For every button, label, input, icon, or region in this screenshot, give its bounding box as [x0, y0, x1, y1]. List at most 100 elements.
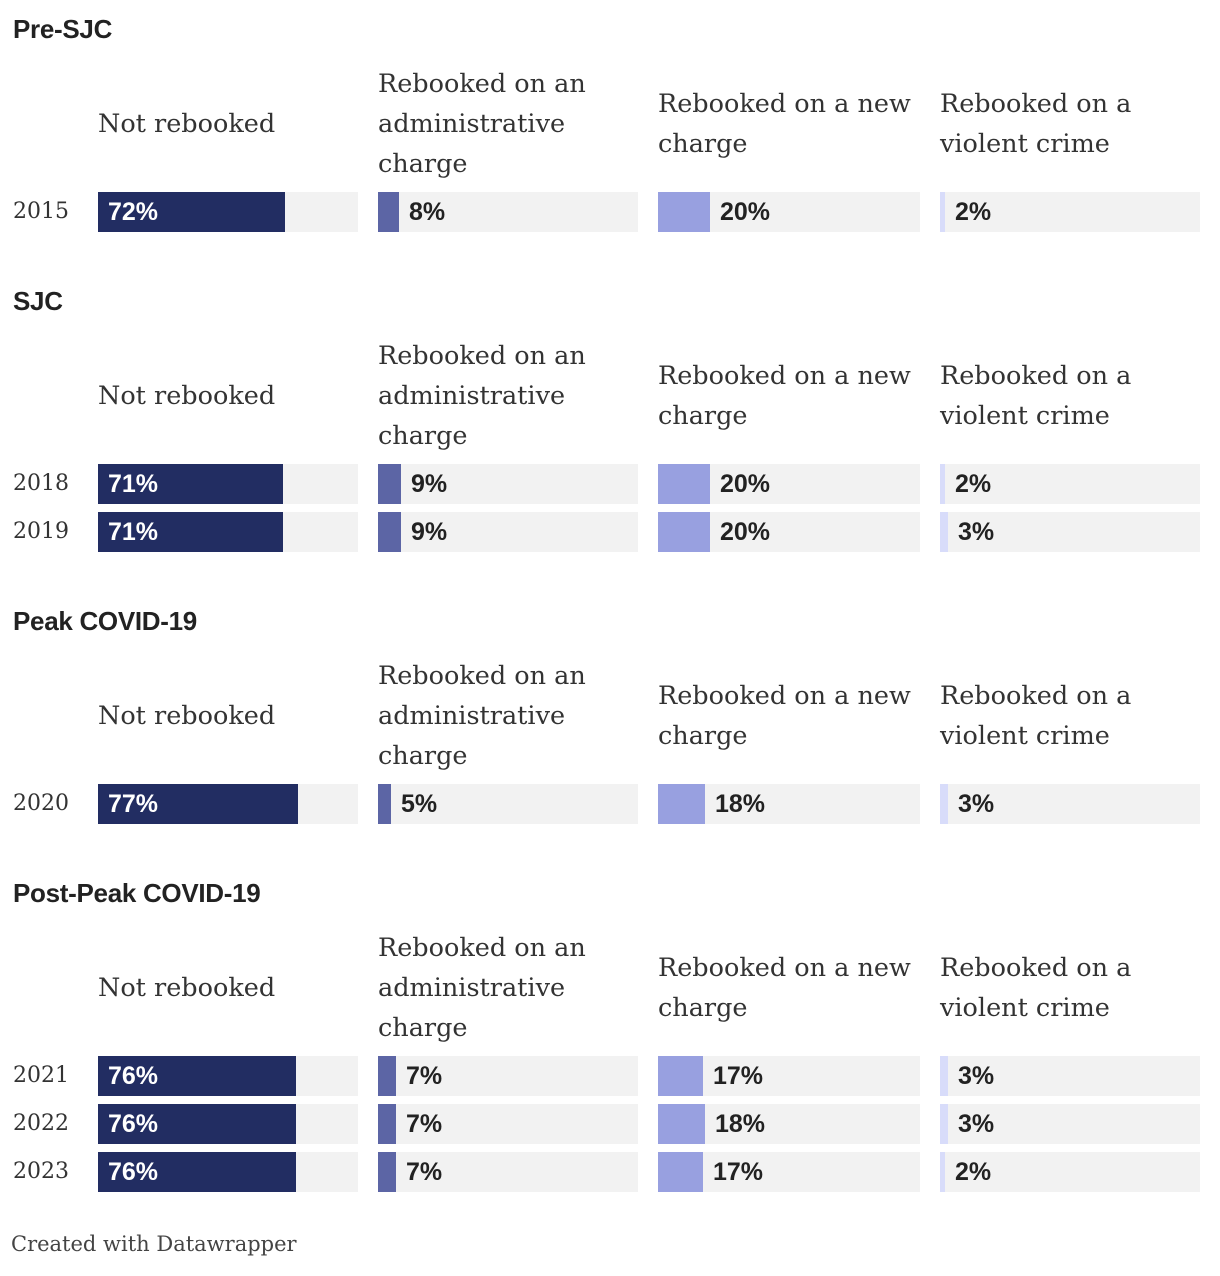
- column-header-not-rebooked: Not rebooked: [98, 381, 276, 411]
- bar-track: 76%: [98, 1104, 358, 1144]
- bar-rebooked-on-a-violent-crime-2022: [940, 1104, 948, 1144]
- bar-value-label: 9%: [411, 470, 448, 498]
- bar-rebooked-on-a-new-charge-2023: [658, 1152, 703, 1192]
- bar-track: 17%: [658, 1152, 920, 1192]
- bar-track: 17%: [658, 1056, 920, 1096]
- bar-track: 20%: [658, 192, 920, 232]
- bar-rebooked-on-an-administrative-charge-2018: [378, 464, 401, 504]
- bar-track: 20%: [658, 464, 920, 504]
- year-label: 2023: [13, 1159, 69, 1184]
- bar-value-label: 3%: [958, 1110, 995, 1138]
- bar-value-label: 3%: [958, 1062, 995, 1090]
- group-title-sjc: SJC: [13, 286, 63, 316]
- bar-value-label: 2%: [955, 198, 992, 226]
- bar-rebooked-on-a-new-charge-2019: [658, 512, 710, 552]
- datawrapper-credit[interactable]: Created with Datawrapper: [11, 1232, 297, 1256]
- bar-value-label: 76%: [108, 1062, 159, 1090]
- bar-rebooked-on-a-violent-crime-2019: [940, 512, 948, 552]
- bar-value-label: 18%: [715, 1110, 766, 1138]
- bar-not-rebooked-2018: [98, 464, 283, 504]
- bar-rebooked-on-an-administrative-charge-2022: [378, 1104, 396, 1144]
- bar-track: 71%: [98, 512, 358, 552]
- bar-rebooked-on-an-administrative-charge-2021: [378, 1056, 396, 1096]
- column-header-rebooked-on-a-violent-crime: Rebooked on a violent crime: [940, 89, 1132, 159]
- bar-track: 2%: [940, 1152, 1200, 1192]
- bar-rebooked-on-a-new-charge-2015: [658, 192, 710, 232]
- bar-track: 72%: [98, 192, 358, 232]
- column-header-rebooked-on-a-violent-crime: Rebooked on a violent crime: [940, 361, 1132, 431]
- bar-not-rebooked-2020: [98, 784, 298, 824]
- year-label: 2022: [13, 1111, 69, 1136]
- bar-track: 76%: [98, 1152, 358, 1192]
- bar-track: 7%: [378, 1152, 638, 1192]
- bar-track: 2%: [940, 464, 1200, 504]
- year-label: 2019: [13, 519, 69, 544]
- bar-track: 9%: [378, 464, 638, 504]
- column-header-rebooked-on-an-administrative-charge: Rebooked on an administrative charge: [378, 661, 586, 771]
- column-header-not-rebooked: Not rebooked: [98, 109, 276, 139]
- bar-value-label: 3%: [958, 518, 995, 546]
- bar-track: 3%: [940, 784, 1200, 824]
- bar-value-label: 2%: [955, 470, 992, 498]
- bar-rebooked-on-a-violent-crime-2018: [940, 464, 945, 504]
- bar-rebooked-on-a-violent-crime-2015: [940, 192, 945, 232]
- bar-track: 71%: [98, 464, 358, 504]
- column-header-rebooked-on-an-administrative-charge: Rebooked on an administrative charge: [378, 69, 586, 179]
- bar-rebooked-on-a-new-charge-2018: [658, 464, 710, 504]
- bar-value-label: 8%: [409, 198, 446, 226]
- bar-track: 7%: [378, 1104, 638, 1144]
- bar-value-label: 2%: [955, 1158, 992, 1186]
- bar-value-label: 72%: [108, 198, 159, 226]
- bar-rebooked-on-an-administrative-charge-2023: [378, 1152, 396, 1192]
- bar-rebooked-on-a-new-charge-2022: [658, 1104, 705, 1144]
- bar-value-label: 18%: [715, 790, 766, 818]
- bar-rebooked-on-an-administrative-charge-2020: [378, 784, 391, 824]
- bar-value-label: 7%: [406, 1158, 443, 1186]
- year-label: 2021: [13, 1063, 69, 1088]
- bar-not-rebooked-2022: [98, 1104, 296, 1144]
- bar-rebooked-on-a-violent-crime-2020: [940, 784, 948, 824]
- bar-value-label: 20%: [720, 470, 771, 498]
- bar-not-rebooked-2023: [98, 1152, 296, 1192]
- bar-value-label: 3%: [958, 790, 995, 818]
- bar-track: 9%: [378, 512, 638, 552]
- bar-value-label: 17%: [713, 1158, 764, 1186]
- column-header-rebooked-on-a-new-charge: Rebooked on a new charge: [658, 361, 911, 431]
- bar-value-label: 76%: [108, 1110, 159, 1138]
- bar-rebooked-on-a-new-charge-2021: [658, 1056, 703, 1096]
- column-header-not-rebooked: Not rebooked: [98, 701, 276, 731]
- column-header-rebooked-on-a-new-charge: Rebooked on a new charge: [658, 89, 911, 159]
- bar-track: 77%: [98, 784, 358, 824]
- bar-not-rebooked-2015: [98, 192, 285, 232]
- column-header-rebooked-on-a-violent-crime: Rebooked on a violent crime: [940, 681, 1132, 751]
- column-header-rebooked-on-an-administrative-charge: Rebooked on an administrative charge: [378, 341, 586, 451]
- column-header-not-rebooked: Not rebooked: [98, 973, 276, 1003]
- bar-track: 18%: [658, 784, 920, 824]
- bar-track: 18%: [658, 1104, 920, 1144]
- bar-value-label: 71%: [108, 470, 159, 498]
- bar-track: 3%: [940, 1056, 1200, 1096]
- column-header-rebooked-on-an-administrative-charge: Rebooked on an administrative charge: [378, 933, 586, 1043]
- bar-value-label: 20%: [720, 198, 771, 226]
- bar-value-label: 7%: [406, 1110, 443, 1138]
- bar-track: 5%: [378, 784, 638, 824]
- bar-track: 7%: [378, 1056, 638, 1096]
- bar-not-rebooked-2019: [98, 512, 283, 552]
- group-title-post-peak-covid-19: Post-Peak COVID-19: [13, 878, 261, 908]
- bar-rebooked-on-an-administrative-charge-2015: [378, 192, 399, 232]
- bar-rebooked-on-a-violent-crime-2023: [940, 1152, 945, 1192]
- bar-track: 3%: [940, 512, 1200, 552]
- bar-value-label: 77%: [108, 790, 159, 818]
- bar-value-label: 20%: [720, 518, 771, 546]
- bar-value-label: 9%: [411, 518, 448, 546]
- bar-rebooked-on-a-violent-crime-2021: [940, 1056, 948, 1096]
- year-label: 2015: [13, 199, 69, 224]
- bar-track: 20%: [658, 512, 920, 552]
- bar-track: 8%: [378, 192, 638, 232]
- group-title-pre-sjc: Pre-SJC: [13, 14, 113, 44]
- bar-rebooked-on-an-administrative-charge-2019: [378, 512, 401, 552]
- bar-not-rebooked-2021: [98, 1056, 296, 1096]
- year-label: 2018: [13, 471, 69, 496]
- group-title-peak-covid-19: Peak COVID-19: [13, 606, 197, 636]
